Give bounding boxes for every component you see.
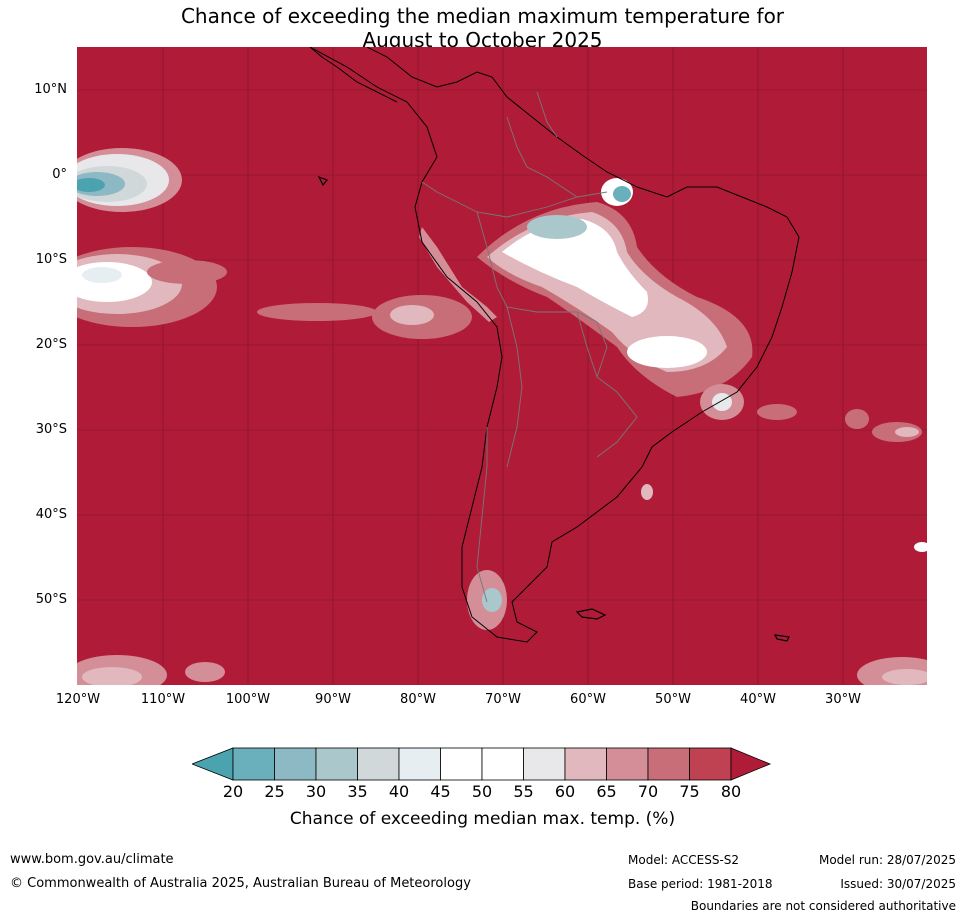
colorbar-cell: [564, 747, 607, 781]
colorbar-cell: [523, 747, 566, 781]
lon-label-90w: 90°W: [315, 692, 351, 707]
title-line-1: Chance of exceeding the median maximum t…: [180, 4, 785, 28]
lat-label-30s: 30°S: [35, 422, 67, 437]
map-canvas: [77, 47, 927, 685]
colorbar-tick-label: 65: [596, 782, 617, 801]
lon-label-60w: 60°W: [570, 692, 606, 707]
colorbar-cell: [481, 747, 524, 781]
colorbar-cell: [398, 747, 441, 781]
lat-label-0: 0°: [52, 167, 67, 182]
colorbar-cell: [315, 747, 358, 781]
colorbar-tick-label: 50: [471, 782, 493, 801]
map-area: [77, 47, 927, 685]
colorbar-tick-label: 35: [347, 782, 368, 801]
colorbar-extend-high: [730, 747, 772, 781]
lat-label-20s: 20°S: [35, 337, 67, 352]
colorbar-cell: [357, 747, 400, 781]
colorbar-extend-low: [192, 747, 234, 781]
lat-label-50s: 50°S: [35, 592, 67, 607]
colorbar-cell: [440, 747, 483, 781]
lon-label-30w: 30°W: [825, 692, 861, 707]
colorbar-cell: [232, 747, 275, 781]
south-america-coastline: [309, 47, 800, 643]
lon-label-110w: 110°W: [140, 692, 186, 707]
footer-base-period: Base period: 1981-2018: [628, 877, 773, 891]
colorbar: [192, 747, 772, 781]
footer-disclaimer: Boundaries are not considered authoritat…: [690, 899, 956, 913]
colorbar-tick-label: 25: [264, 782, 285, 801]
footer-copyright: © Commonwealth of Australia 2025, Austra…: [10, 876, 471, 891]
islands: [317, 175, 790, 642]
colorbar-tick-label: 20: [222, 782, 244, 801]
central-america-coastline: [309, 47, 398, 103]
colorbar-cell: [274, 747, 317, 781]
country-borders: [421, 91, 638, 603]
probability-field: [77, 148, 927, 685]
lat-label-40s: 40°S: [35, 507, 67, 522]
colorbar-tick-label: 40: [388, 782, 410, 801]
lat-label-10s: 10°S: [35, 252, 67, 267]
colorbar-tick-label: 60: [554, 782, 576, 801]
colorbar-tick-label: 75: [679, 782, 700, 801]
colorbar-tick-label: 70: [637, 782, 659, 801]
colorbar-tick-label: 55: [513, 782, 534, 801]
lon-label-50w: 50°W: [655, 692, 691, 707]
colorbar-label: Chance of exceeding median max. temp. (%…: [289, 809, 676, 829]
lon-label-80w: 80°W: [400, 692, 436, 707]
footer-model: Model: ACCESS-S2: [628, 853, 740, 867]
footer-website: www.bom.gov.au/climate: [10, 852, 174, 867]
map-title: Chance of exceeding the median maximum t…: [0, 4, 965, 52]
footer-issued: Issued: 30/07/2025: [840, 877, 956, 891]
colorbar-tick-label: 30: [305, 782, 327, 801]
colorbar-tick-label: 45: [430, 782, 451, 801]
lat-label-10n: 10°N: [34, 82, 67, 97]
lon-label-40w: 40°W: [740, 692, 776, 707]
lon-label-100w: 100°W: [225, 692, 271, 707]
colorbar-cell: [606, 747, 649, 781]
footer-model-run: Model run: 28/07/2025: [818, 853, 956, 867]
colorbar-tick-label: 80: [720, 782, 742, 801]
lon-label-120w: 120°W: [55, 692, 101, 707]
colorbar-cell: [689, 747, 732, 781]
lon-label-70w: 70°W: [485, 692, 521, 707]
colorbar-cell: [647, 747, 690, 781]
